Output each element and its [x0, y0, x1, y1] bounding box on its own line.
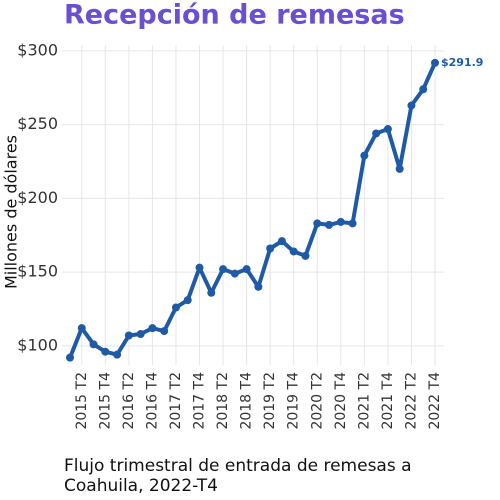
- x-tick-label: 2022 T2: [403, 372, 419, 430]
- point: [407, 101, 416, 110]
- point: [336, 217, 345, 226]
- x-tick-label: 2017 T4: [192, 372, 208, 430]
- point: [277, 237, 286, 246]
- x-tick-label: 2016 T4: [144, 372, 160, 430]
- point: [313, 219, 322, 228]
- point: [230, 269, 239, 278]
- point: [383, 125, 392, 134]
- x-tick-label: 2019 T2: [262, 372, 278, 430]
- data-label: $291.9: [441, 56, 483, 69]
- y-tick-label: $200: [17, 188, 58, 207]
- x-tick-label: 2018 T4: [239, 372, 255, 430]
- point: [266, 244, 275, 253]
- x-tick-label: 2019 T4: [286, 372, 302, 430]
- point: [372, 129, 381, 138]
- point: [195, 263, 204, 272]
- point: [136, 330, 145, 339]
- chart-title: Recepción de remesas: [64, 0, 405, 31]
- x-tick-label: 2018 T2: [215, 372, 231, 430]
- point: [77, 324, 86, 333]
- point: [395, 164, 404, 173]
- caption: Flujo trimestral de entrada de remesas a…: [64, 456, 412, 496]
- point: [160, 327, 169, 336]
- x-tick-label: 2015 T2: [74, 372, 90, 430]
- point: [219, 265, 228, 274]
- point: [113, 350, 122, 359]
- point: [254, 282, 263, 291]
- y-tick-label: $150: [17, 262, 58, 281]
- point: [171, 303, 180, 312]
- point: [89, 340, 98, 349]
- x-tick-label: 2021 T4: [380, 372, 396, 430]
- y-tick-label: $300: [17, 40, 58, 59]
- point: [242, 265, 251, 274]
- point: [207, 288, 216, 297]
- point: [183, 296, 192, 305]
- point: [431, 58, 439, 67]
- x-tick-label: 2016 T2: [121, 372, 137, 430]
- x-tick-label: 2021 T2: [356, 372, 372, 430]
- point: [289, 247, 298, 256]
- point: [101, 347, 110, 356]
- point: [124, 331, 133, 340]
- x-tick-label: 2017 T2: [168, 372, 184, 430]
- y-tick-label: $250: [17, 114, 58, 133]
- x-tick-label: 2020 T2: [309, 372, 325, 430]
- point: [301, 251, 310, 260]
- point: [360, 151, 369, 160]
- point: [325, 220, 334, 229]
- y-tick-label: $100: [17, 335, 58, 354]
- point: [66, 353, 74, 362]
- x-tick-label: 2015 T4: [97, 372, 113, 430]
- point: [148, 324, 157, 333]
- x-tick-label: 2022 T4: [427, 372, 443, 430]
- y-axis-label: Millones de dólares: [2, 135, 21, 289]
- line: [68, 62, 437, 359]
- x-tick-label: 2020 T4: [333, 372, 349, 430]
- chart: Recepción de remesas Millones de dólares…: [2, 0, 484, 430]
- point: [348, 219, 357, 228]
- point: [419, 85, 428, 94]
